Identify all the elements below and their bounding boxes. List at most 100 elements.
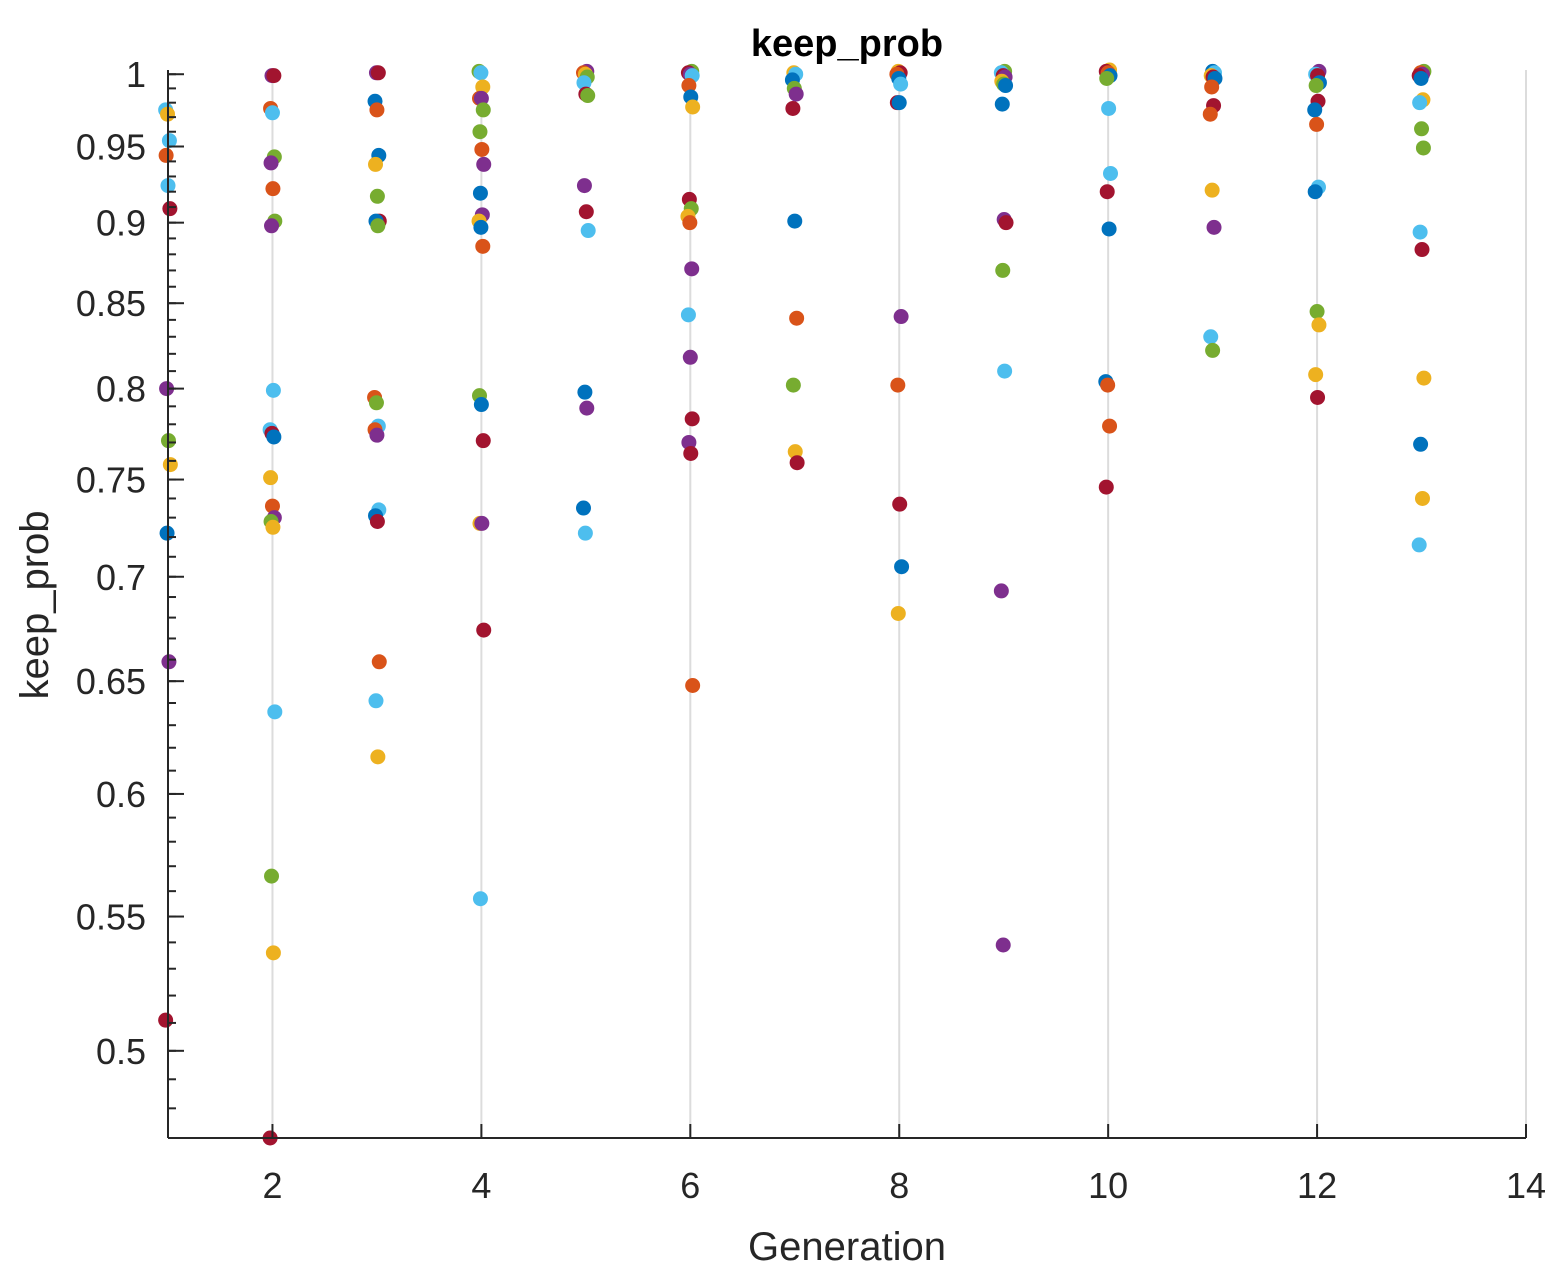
x-tick-label: 10	[1088, 1165, 1128, 1206]
data-point	[472, 891, 488, 907]
x-tick-label: 8	[889, 1165, 909, 1206]
data-point	[998, 215, 1014, 231]
y-axis-title: keep_prob	[13, 510, 57, 699]
data-point	[474, 141, 490, 157]
data-point	[785, 377, 801, 393]
data-point	[892, 496, 908, 512]
chart-title: keep_prob	[751, 23, 943, 65]
data-point	[473, 219, 489, 235]
data-point	[370, 749, 386, 765]
data-point	[789, 455, 805, 471]
data-point	[472, 124, 488, 140]
x-tick-label: 4	[471, 1165, 491, 1206]
data-point	[1308, 78, 1324, 94]
data-point	[1101, 100, 1117, 116]
x-tick-label: 6	[680, 1165, 700, 1206]
data-point	[580, 88, 596, 104]
data-point	[893, 76, 909, 92]
data-point	[994, 96, 1010, 112]
data-point	[263, 155, 279, 171]
data-point	[890, 377, 906, 393]
data-point	[369, 102, 385, 118]
data-points	[158, 62, 1432, 1146]
y-tick-label: 0.5	[96, 1031, 146, 1072]
data-point	[578, 204, 594, 220]
data-point	[680, 307, 696, 323]
x-tick-label: 12	[1297, 1165, 1337, 1206]
data-point	[993, 583, 1009, 599]
y-tick-label: 0.9	[96, 203, 146, 244]
data-point	[264, 868, 280, 884]
y-tick-label: 0.7	[96, 557, 146, 598]
data-point	[368, 156, 384, 172]
data-point	[476, 622, 492, 638]
data-point	[682, 215, 698, 231]
data-point	[1412, 224, 1428, 240]
y-tick-label: 0.65	[76, 661, 146, 702]
data-point	[682, 349, 698, 365]
data-point	[265, 382, 281, 398]
y-tick-label: 0.75	[76, 460, 146, 501]
axes	[167, 70, 1527, 1139]
data-point	[681, 434, 697, 450]
data-point	[681, 78, 697, 94]
data-point	[1102, 418, 1118, 434]
data-point	[368, 395, 384, 411]
data-point	[162, 201, 178, 217]
data-point	[579, 400, 595, 416]
data-point	[1414, 490, 1430, 506]
data-point	[685, 678, 701, 694]
data-point	[264, 498, 280, 514]
data-point	[369, 513, 385, 529]
data-point	[1307, 184, 1323, 200]
data-point	[577, 384, 593, 400]
data-point	[1204, 182, 1220, 198]
data-point	[1098, 479, 1114, 495]
data-point	[475, 238, 491, 254]
data-point	[1203, 329, 1219, 345]
data-point	[1307, 102, 1323, 118]
data-point	[475, 433, 491, 449]
data-point	[893, 309, 909, 325]
data-point	[476, 156, 492, 172]
y-tick-label: 1	[126, 54, 146, 95]
x-axis-title: Generation	[748, 1225, 946, 1269]
data-point	[684, 411, 700, 427]
data-point	[575, 500, 591, 516]
data-point	[787, 213, 803, 229]
data-point	[1310, 389, 1326, 405]
y-tick-label: 0.55	[76, 897, 146, 938]
data-point	[1413, 70, 1429, 86]
x-tick-labels: 2 4 6 8 10 12 14	[262, 1165, 1546, 1206]
data-point	[1416, 370, 1432, 386]
data-point	[890, 605, 906, 621]
y-tick-label: 0.95	[76, 126, 146, 167]
data-point	[475, 102, 491, 118]
data-point	[1414, 121, 1430, 137]
data-point	[580, 223, 596, 239]
data-point	[894, 559, 910, 575]
data-point	[265, 181, 281, 197]
data-point	[266, 429, 282, 445]
data-point	[370, 218, 386, 234]
data-point	[995, 262, 1011, 278]
data-point	[473, 90, 489, 106]
data-point	[1099, 184, 1115, 200]
data-point	[473, 397, 489, 413]
y-tick-label: 0.8	[96, 369, 146, 410]
data-point	[997, 363, 1013, 379]
data-point	[1311, 317, 1327, 333]
data-point	[473, 65, 489, 81]
data-point	[158, 1012, 174, 1028]
data-point	[264, 105, 280, 121]
data-point	[371, 654, 387, 670]
data-point	[998, 78, 1014, 94]
y-tick-label: 0.6	[96, 774, 146, 815]
data-point	[1204, 79, 1220, 95]
data-point	[684, 261, 700, 277]
data-point	[158, 147, 174, 163]
data-point	[475, 79, 491, 95]
data-point	[162, 457, 178, 473]
